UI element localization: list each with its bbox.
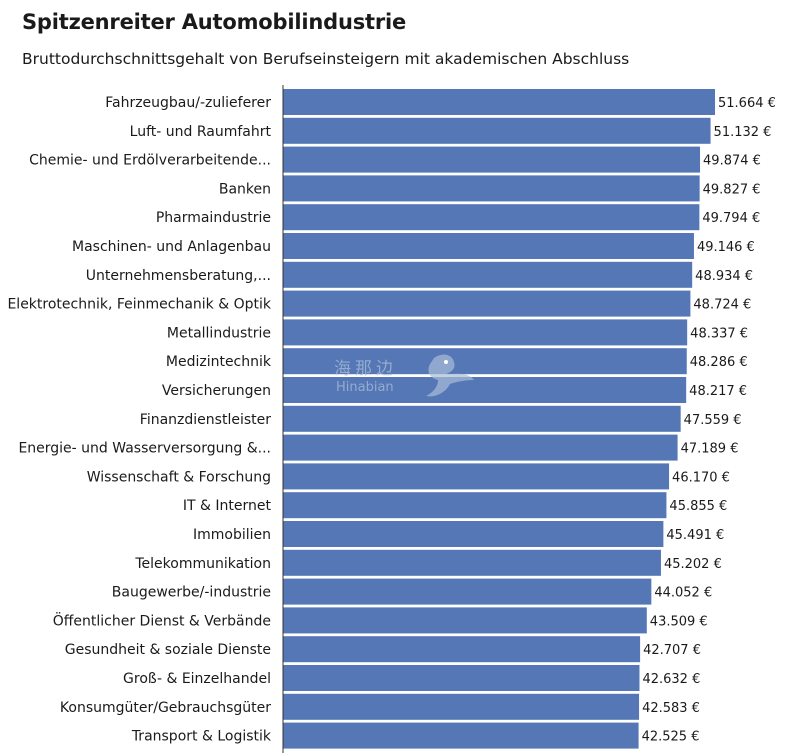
value-label: 47.559 € bbox=[684, 413, 742, 428]
value-label: 48.286 € bbox=[690, 355, 748, 370]
category-label: Energie- und Wasserversorgung &... bbox=[18, 441, 271, 457]
category-label: Maschinen- und Anlagenbau bbox=[72, 239, 271, 255]
value-label: 42.707 € bbox=[643, 643, 701, 658]
value-label: 48.217 € bbox=[689, 384, 747, 399]
watermark-subtext: Hinabian bbox=[336, 380, 394, 395]
category-label: Telekommunikation bbox=[134, 556, 271, 572]
category-label: IT & Internet bbox=[183, 498, 272, 514]
category-label: Elektrotechnik, Feinmechanik & Optik bbox=[7, 297, 271, 313]
category-label: Finanzdienstleister bbox=[140, 412, 271, 428]
value-label: 42.583 € bbox=[642, 701, 700, 716]
chart-subtitle: Bruttodurchschnittsgehalt von Berufseins… bbox=[22, 50, 630, 68]
category-label: Luft- und Raumfahrt bbox=[130, 124, 272, 140]
category-label: Medizintechnik bbox=[166, 354, 272, 370]
value-label: 44.052 € bbox=[654, 586, 712, 601]
category-label: Gesundheit & soziale Dienste bbox=[65, 642, 271, 658]
value-label: 49.827 € bbox=[703, 182, 761, 197]
category-label: Banken bbox=[219, 181, 271, 197]
bar bbox=[283, 290, 691, 317]
category-label: Baugewerbe/-industrie bbox=[112, 585, 271, 601]
value-label: 49.146 € bbox=[697, 240, 755, 255]
bird-logo-icon bbox=[426, 354, 474, 397]
value-label: 46.170 € bbox=[672, 470, 730, 485]
bar bbox=[283, 233, 694, 259]
bar bbox=[283, 578, 652, 605]
bar bbox=[283, 636, 641, 663]
bar bbox=[283, 434, 678, 461]
value-label: 48.724 € bbox=[693, 298, 751, 313]
bar bbox=[283, 405, 681, 432]
value-label: 49.874 € bbox=[703, 154, 761, 169]
bar bbox=[283, 693, 640, 720]
category-label: Groß- & Einzelhandel bbox=[123, 671, 271, 687]
bar bbox=[283, 377, 687, 403]
value-label: 45.202 € bbox=[664, 557, 722, 572]
category-label: Unternehmensberatung,... bbox=[86, 268, 271, 284]
bar bbox=[283, 463, 670, 490]
category-label: Pharmaindustrie bbox=[156, 210, 271, 226]
category-label: Konsumgüter/Gebrauchsgüter bbox=[60, 700, 271, 716]
bar bbox=[283, 521, 664, 547]
bar bbox=[283, 89, 715, 115]
value-label: 45.855 € bbox=[669, 499, 727, 514]
bar bbox=[283, 492, 667, 519]
bar bbox=[283, 348, 687, 375]
bar bbox=[283, 261, 693, 288]
value-label: 45.491 € bbox=[666, 528, 724, 543]
bar bbox=[283, 549, 661, 576]
bar bbox=[283, 146, 701, 173]
value-label: 48.934 € bbox=[695, 269, 753, 284]
bar bbox=[283, 665, 640, 691]
bar bbox=[283, 175, 700, 202]
category-label: Metallindustrie bbox=[167, 325, 271, 341]
value-label: 43.509 € bbox=[650, 614, 708, 629]
bar bbox=[283, 722, 639, 749]
category-label: Versicherungen bbox=[162, 383, 271, 399]
category-label: Fahrzeugbau/-zulieferer bbox=[105, 95, 271, 111]
value-labels: 51.664 € 51.132 € 49.874 € 49.827 € 49.794 €… bbox=[642, 96, 776, 745]
value-label: 48.337 € bbox=[690, 326, 748, 341]
value-label: 42.632 € bbox=[642, 672, 700, 687]
bar-group bbox=[283, 89, 715, 749]
value-label: 42.525 € bbox=[642, 730, 700, 745]
watermark-text: 海那边 bbox=[334, 359, 397, 379]
category-labels: Fahrzeugbau/-zulieferer Luft- und Raumfah… bbox=[7, 95, 271, 745]
value-label: 47.189 € bbox=[681, 442, 739, 457]
bar bbox=[283, 204, 700, 231]
category-label: Öffentlicher Dienst & Verbände bbox=[53, 611, 271, 629]
category-label: Chemie- und Erdölverarbeitende... bbox=[29, 153, 271, 169]
value-label: 51.664 € bbox=[718, 96, 776, 111]
category-label: Immobilien bbox=[193, 527, 271, 543]
category-label: Transport & Logistik bbox=[131, 729, 272, 745]
category-label: Wissenschaft & Forschung bbox=[87, 469, 271, 485]
bar bbox=[283, 319, 688, 346]
bar bbox=[283, 607, 647, 634]
value-label: 51.132 € bbox=[714, 125, 772, 140]
bar bbox=[283, 117, 711, 144]
value-label: 49.794 € bbox=[702, 211, 760, 226]
chart-title: Spitzenreiter Automobilindustrie bbox=[22, 10, 407, 34]
